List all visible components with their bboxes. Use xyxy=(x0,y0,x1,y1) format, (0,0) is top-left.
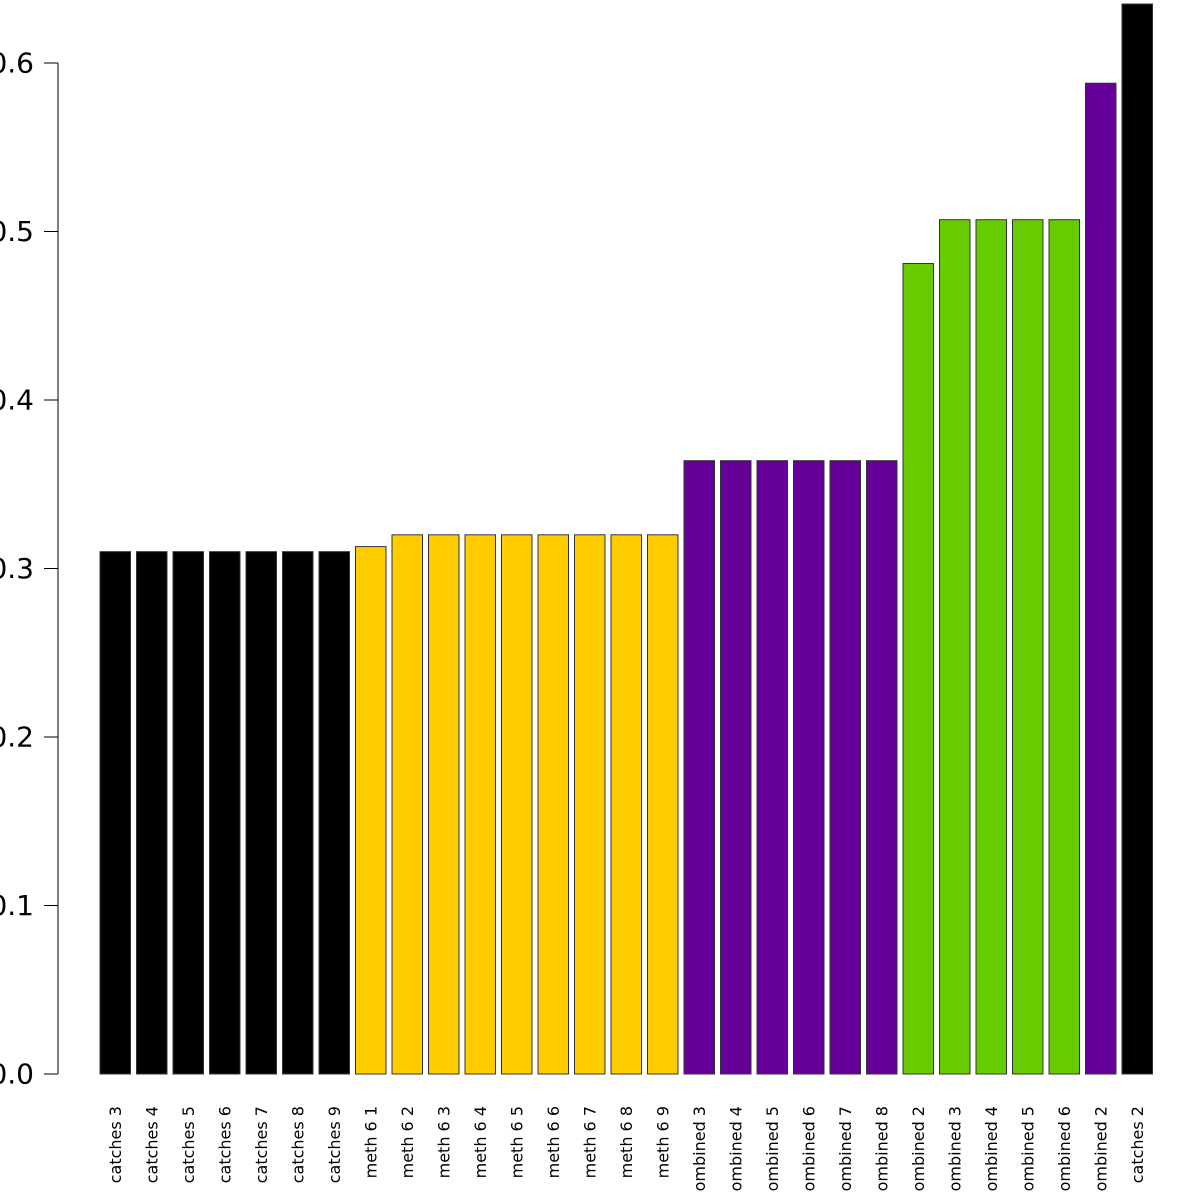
bar xyxy=(1048,219,1080,1075)
bar xyxy=(1012,219,1044,1075)
bar xyxy=(975,219,1007,1075)
x-tick-label: catches 9 xyxy=(325,1106,344,1183)
bar xyxy=(391,534,423,1075)
x-tick-label: ombined 4 xyxy=(726,1106,745,1191)
y-tick-label: 0.3 xyxy=(0,552,34,585)
bar xyxy=(136,551,168,1075)
x-tick-label: ombined 5 xyxy=(1018,1106,1037,1191)
bar xyxy=(756,460,788,1075)
x-tick-label: ombined 8 xyxy=(872,1106,891,1191)
x-tick-label: ombined 4 xyxy=(982,1106,1001,1191)
x-tick-label: catches 6 xyxy=(215,1106,234,1183)
y-axis: 0.0 0.1 0.2 0.3 0.4 0.5 0.6 xyxy=(0,47,59,1091)
bar xyxy=(1121,3,1153,1075)
x-tick-label: meth 6 1 xyxy=(361,1106,380,1178)
x-tick-label: meth 6 8 xyxy=(617,1106,636,1178)
bar xyxy=(172,551,204,1075)
bar xyxy=(318,551,350,1075)
x-tick-label: ombined 6 xyxy=(1055,1106,1074,1191)
x-tick-label: ombined 3 xyxy=(945,1106,964,1191)
bar xyxy=(610,534,642,1075)
y-tick-label: 0.0 xyxy=(0,1058,34,1091)
x-tick-label: meth 6 4 xyxy=(471,1106,490,1178)
bar xyxy=(99,551,131,1075)
bar xyxy=(902,263,934,1075)
bar xyxy=(647,534,679,1075)
x-tick-label: ombined 2 xyxy=(909,1106,928,1191)
x-tick-label: ombined 5 xyxy=(763,1106,782,1191)
x-tick-label: catches 2 xyxy=(1128,1106,1147,1183)
bars xyxy=(99,3,1153,1075)
bar xyxy=(793,460,825,1075)
bar xyxy=(939,219,971,1075)
x-tick-label: catches 5 xyxy=(179,1106,198,1183)
bar xyxy=(683,460,715,1075)
y-tick-label: 0.5 xyxy=(0,215,34,248)
x-tick-label: catches 4 xyxy=(142,1106,161,1183)
x-tick-label: catches 3 xyxy=(106,1106,125,1183)
x-tick-label: meth 6 9 xyxy=(653,1106,672,1178)
bar xyxy=(464,534,496,1075)
bar xyxy=(537,534,569,1075)
y-tick-label: 0.1 xyxy=(0,889,34,922)
y-tick-label: 0.4 xyxy=(0,384,34,417)
bar xyxy=(282,551,314,1075)
bar xyxy=(209,551,241,1075)
bar xyxy=(355,546,387,1075)
bar xyxy=(866,460,898,1075)
bar xyxy=(501,534,533,1075)
bar xyxy=(1085,82,1117,1075)
x-tick-label: meth 6 2 xyxy=(398,1106,417,1178)
x-tick-label: ombined 6 xyxy=(799,1106,818,1191)
x-tick-label: catches 8 xyxy=(288,1106,307,1183)
bar xyxy=(428,534,460,1075)
x-tick-label: ombined 3 xyxy=(690,1106,709,1191)
bar xyxy=(245,551,277,1075)
x-tick-label: ombined 2 xyxy=(1091,1106,1110,1191)
bar xyxy=(829,460,861,1075)
bar xyxy=(720,460,752,1075)
x-tick-label: meth 6 7 xyxy=(580,1106,599,1178)
x-tick-label: ombined 7 xyxy=(836,1106,855,1191)
x-tick-label: meth 6 3 xyxy=(434,1106,453,1178)
x-tick-label: meth 6 6 xyxy=(544,1106,563,1178)
x-tick-label: meth 6 5 xyxy=(507,1106,526,1178)
x-axis-labels: catches 3 catches 4 catches 5 catches 6 catc… xyxy=(106,1106,1147,1191)
y-tick-label: 0.2 xyxy=(0,721,34,754)
bar xyxy=(574,534,606,1075)
x-tick-label: catches 7 xyxy=(252,1106,271,1183)
y-tick-label: 0.6 xyxy=(0,47,34,80)
